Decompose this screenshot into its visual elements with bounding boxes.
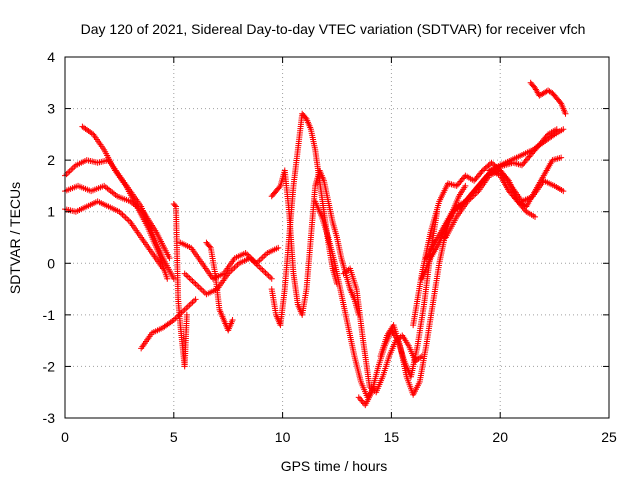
- x-tick-label: 10: [275, 429, 291, 445]
- data-point: [481, 166, 488, 173]
- data-point: [557, 99, 564, 106]
- series-track-4: [62, 198, 166, 272]
- data-point: [560, 188, 567, 195]
- series-track-3: [62, 182, 173, 262]
- y-tick-label: -1: [43, 307, 56, 323]
- plot-frame: [64, 56, 610, 419]
- series-track-6: [170, 200, 190, 370]
- data-point: [166, 255, 173, 262]
- y-tick-label: 1: [47, 204, 55, 220]
- series-track-21: [527, 79, 569, 117]
- data-point: [159, 265, 166, 272]
- y-tick-label: 0: [47, 255, 55, 271]
- data-point: [484, 163, 491, 170]
- data-point: [479, 167, 486, 174]
- data-point: [183, 311, 190, 318]
- chart-title: Day 120 of 2021, Sidereal Day-to-day VTE…: [81, 21, 586, 37]
- data-point: [560, 126, 567, 133]
- x-axis-label: GPS time / hours: [281, 458, 388, 474]
- data-points: [62, 79, 569, 409]
- series-track-19: [442, 167, 567, 241]
- data-point: [192, 296, 199, 303]
- data-point: [302, 114, 309, 121]
- axis-ticks: 0 5 10 15 20 25 -3 -2 -1 0 1 2 3 4: [43, 49, 617, 445]
- data-point: [482, 164, 489, 171]
- data-point: [164, 275, 171, 282]
- data-point: [206, 243, 213, 250]
- series-track-12: [312, 198, 377, 401]
- series-track-8: [181, 255, 275, 298]
- y-axis-label: SDTVAR / TECUs: [7, 182, 23, 294]
- y-tick-label: 4: [47, 49, 55, 65]
- data-point: [462, 182, 469, 189]
- x-tick-label: 15: [384, 429, 400, 445]
- y-tick-label: -2: [43, 358, 56, 374]
- data-point: [276, 184, 283, 191]
- series-track-5: [138, 296, 199, 352]
- data-point: [171, 202, 178, 209]
- x-tick-label: 0: [61, 429, 69, 445]
- data-point: [170, 275, 177, 282]
- data-point: [558, 154, 565, 161]
- y-tick-label: -3: [43, 410, 56, 426]
- data-point: [488, 159, 495, 166]
- series-track-20: [486, 126, 567, 174]
- series-track-9: [203, 239, 236, 334]
- x-tick-label: 5: [170, 429, 178, 445]
- y-tick-label: 2: [47, 152, 55, 168]
- data-point: [562, 110, 569, 117]
- data-point: [478, 168, 485, 175]
- x-tick-label: 20: [492, 429, 508, 445]
- data-point: [229, 317, 236, 324]
- data-point: [275, 244, 282, 251]
- x-tick-label: 25: [601, 429, 617, 445]
- data-point: [532, 213, 539, 220]
- data-point: [485, 162, 492, 169]
- y-tick-label: 3: [47, 101, 55, 117]
- data-point: [268, 275, 275, 282]
